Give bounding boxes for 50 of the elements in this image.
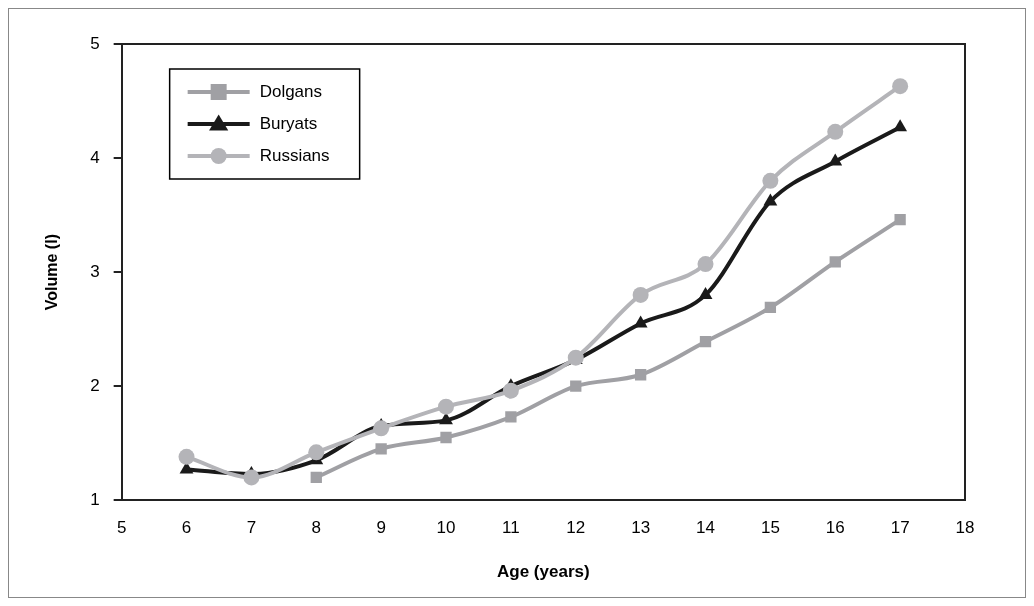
point — [633, 315, 648, 328]
point — [764, 301, 777, 314]
legend-label: Dolgans — [259, 81, 323, 101]
y-tick-label: 1 — [90, 489, 100, 509]
x-tick-label: 15 — [760, 518, 780, 538]
x-tick-label: 5 — [116, 518, 127, 538]
y-tick-label: 3 — [90, 261, 100, 281]
y-axis-title: Volume (l) — [43, 234, 61, 311]
point — [699, 336, 712, 348]
point — [698, 286, 713, 299]
point — [697, 256, 714, 273]
x-tick-label: 6 — [181, 518, 192, 538]
x-tick-label: 18 — [955, 518, 975, 538]
point — [894, 213, 906, 226]
x-tick-label: 16 — [825, 518, 845, 538]
x-tick-label: 11 — [502, 518, 520, 538]
point — [763, 193, 778, 206]
point — [373, 420, 390, 437]
point — [243, 469, 260, 486]
point — [632, 286, 649, 303]
point — [893, 119, 908, 132]
y-tick-label: 2 — [90, 375, 100, 395]
point — [308, 444, 325, 461]
y-tick-label: 5 — [90, 33, 100, 53]
x-tick-label: 14 — [696, 518, 715, 538]
point — [178, 448, 195, 465]
x-tick-label: 9 — [376, 518, 386, 538]
point — [827, 123, 844, 140]
legend-label: Russians — [259, 145, 330, 165]
point — [828, 153, 843, 166]
point — [570, 380, 582, 392]
point — [634, 369, 647, 381]
point — [438, 398, 455, 415]
x-tick-label: 8 — [311, 518, 322, 538]
point — [505, 411, 517, 423]
point — [375, 443, 387, 455]
x-tick-label: 12 — [566, 518, 586, 538]
x-tick-label: 7 — [246, 518, 257, 538]
x-tick-label: 17 — [890, 518, 910, 538]
point — [310, 471, 322, 484]
x-axis-title: Age (years) — [497, 562, 590, 582]
legend-label: Buryats — [259, 113, 318, 133]
point — [502, 382, 519, 399]
point — [762, 172, 779, 189]
point — [892, 78, 909, 95]
x-tick-label: 10 — [436, 518, 456, 538]
point — [440, 431, 452, 444]
x-tick-label: 13 — [631, 518, 651, 538]
point — [829, 256, 841, 268]
y-tick-label: 4 — [90, 147, 100, 167]
